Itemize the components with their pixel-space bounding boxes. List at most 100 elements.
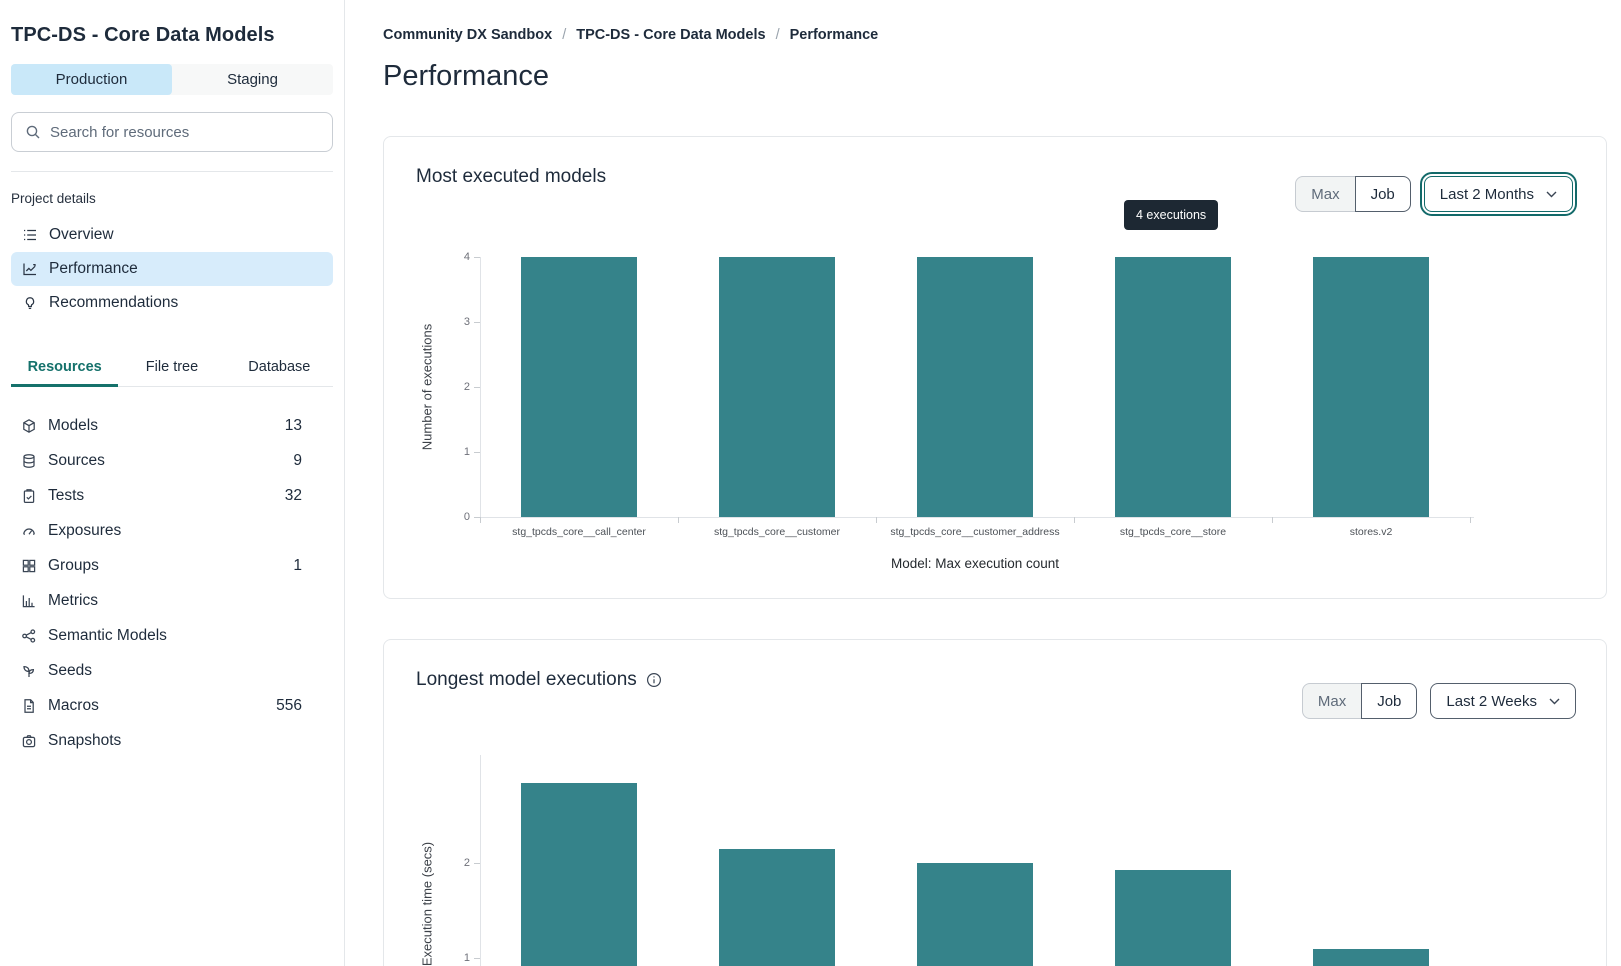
chart-bar[interactable]	[917, 863, 1033, 966]
execution-time-bar-chart: Execution time (secs) 1 2	[384, 640, 1606, 966]
resource-label: Snapshots	[48, 731, 122, 749]
database-icon	[21, 453, 37, 469]
chart-bar[interactable]	[719, 257, 835, 517]
chart-bar[interactable]	[521, 257, 637, 517]
job-toggle-button[interactable]: Job	[1361, 683, 1418, 719]
resource-row-exposures[interactable]: Exposures	[21, 513, 302, 548]
resource-count: 13	[284, 416, 302, 434]
resource-label: Semantic Models	[48, 626, 167, 644]
chart-bar[interactable]	[1115, 257, 1231, 517]
resource-row-models[interactable]: Models 13	[21, 408, 302, 443]
breadcrumb-item[interactable]: Community DX Sandbox	[383, 27, 553, 43]
card-title: Longest model executions	[416, 669, 662, 691]
x-axis-tick	[480, 517, 481, 523]
resource-label: Models	[48, 416, 98, 434]
max-toggle-button[interactable]: Max	[1301, 683, 1363, 719]
tab-production[interactable]: Production	[11, 64, 172, 95]
y-tick-label: 2	[463, 381, 470, 393]
resource-row-metrics[interactable]: Metrics	[21, 583, 302, 618]
search-input[interactable]	[50, 123, 319, 141]
sidebar-divider	[11, 171, 333, 172]
search-icon	[25, 124, 41, 140]
chart-bar[interactable]	[1313, 257, 1429, 517]
sidebar: TPC-DS - Core Data Models Production Sta…	[0, 0, 345, 966]
tab-resources[interactable]: Resources	[11, 350, 119, 387]
chart-bar[interactable]	[917, 257, 1033, 517]
breadcrumb-separator: /	[775, 27, 780, 43]
camera-icon	[21, 733, 37, 749]
card-title-text: Longest model executions	[416, 669, 637, 690]
resource-count: 556	[276, 696, 302, 714]
resource-list: Models 13 Sources 9 Tests 32 Exposures Groups 1 M…	[21, 408, 302, 758]
resource-row-groups[interactable]: Groups 1	[21, 548, 302, 583]
chart-bar[interactable]	[719, 848, 835, 966]
y-axis-tick	[474, 257, 480, 258]
chevron-down-icon	[1546, 191, 1557, 198]
sidebar-item-performance[interactable]: Performance	[11, 252, 333, 286]
period-dropdown-value: Last 2 Months	[1439, 185, 1534, 203]
y-axis-tick	[474, 863, 480, 864]
y-axis-line	[480, 257, 481, 517]
x-axis-tick	[1074, 517, 1075, 523]
performance-chart-icon	[22, 261, 38, 277]
chart-bar[interactable]	[1313, 948, 1429, 966]
clipboard-check-icon	[21, 488, 37, 504]
job-toggle-button[interactable]: Job	[1354, 176, 1411, 212]
search-box[interactable]	[11, 112, 333, 152]
resource-label: Exposures	[48, 521, 122, 539]
card-title: Most executed models	[416, 166, 607, 187]
y-axis-line	[480, 755, 481, 966]
y-axis-tick	[474, 517, 480, 518]
max-job-toggle: Max Job	[1295, 176, 1411, 212]
breadcrumb-item[interactable]: TPC-DS - Core Data Models	[576, 27, 766, 43]
info-icon[interactable]	[646, 672, 662, 688]
period-dropdown[interactable]: Last 2 Weeks	[1430, 683, 1576, 719]
category-label: stg_tpcds_core__customer_address	[890, 526, 1060, 538]
tab-staging[interactable]: Staging	[227, 71, 278, 88]
resource-tabs: Resources File tree Database	[11, 350, 333, 387]
x-axis-tick	[678, 517, 679, 523]
resource-row-macros[interactable]: Macros 556	[21, 688, 302, 723]
resource-row-tests[interactable]: Tests 32	[21, 478, 302, 513]
resource-row-semantic-models[interactable]: Semantic Models	[21, 618, 302, 653]
y-tick-label: 3	[463, 316, 470, 328]
category-label: stores.v2	[1349, 526, 1393, 538]
y-axis-tick	[474, 322, 480, 323]
period-dropdown[interactable]: Last 2 Months	[1419, 172, 1578, 216]
resource-row-sources[interactable]: Sources 9	[21, 443, 302, 478]
main-content: Community DX Sandbox / TPC-DS - Core Data …	[345, 0, 1621, 966]
tab-database[interactable]: Database	[248, 359, 311, 375]
lightbulb-icon	[22, 295, 38, 311]
y-axis-tick	[474, 958, 480, 959]
sidebar-item-label: Recommendations	[49, 294, 179, 311]
resource-count: 32	[284, 486, 302, 504]
environment-tabs: Production Staging	[11, 64, 333, 95]
project-nav: Overview Performance Recommendations	[11, 218, 333, 320]
y-tick-label: 1	[463, 446, 470, 458]
sidebar-item-recommendations[interactable]: Recommendations	[11, 286, 333, 320]
sidebar-item-overview[interactable]: Overview	[11, 218, 333, 252]
chart-bar[interactable]	[521, 783, 637, 966]
resource-row-seeds[interactable]: Seeds	[21, 653, 302, 688]
breadcrumb: Community DX Sandbox / TPC-DS - Core Data …	[383, 25, 1621, 45]
y-tick-label: 4	[463, 251, 470, 263]
tab-file-tree[interactable]: File tree	[145, 359, 199, 375]
chart-bar[interactable]	[1115, 869, 1231, 966]
most-executed-models-card: Most executed models Max Job Last 2 Mont…	[383, 136, 1607, 599]
grid-icon	[21, 558, 37, 574]
x-axis-line	[479, 517, 1474, 518]
y-axis-tick	[474, 452, 480, 453]
resource-label: Seeds	[48, 661, 92, 679]
project-title: TPC-DS - Core Data Models	[11, 24, 275, 46]
resource-row-snapshots[interactable]: Snapshots	[21, 723, 302, 758]
x-axis-label: Model: Max execution count	[890, 556, 1060, 571]
resource-count: 1	[293, 556, 302, 574]
x-axis-tick	[876, 517, 877, 523]
project-details-label: Project details	[11, 191, 96, 206]
chevron-down-icon	[1549, 698, 1560, 705]
gauge-icon	[21, 523, 37, 539]
bar-chart-icon	[21, 593, 37, 609]
overview-list-icon	[22, 227, 38, 243]
seedling-icon	[21, 663, 37, 679]
y-axis-label: Execution time (secs)	[419, 841, 435, 966]
